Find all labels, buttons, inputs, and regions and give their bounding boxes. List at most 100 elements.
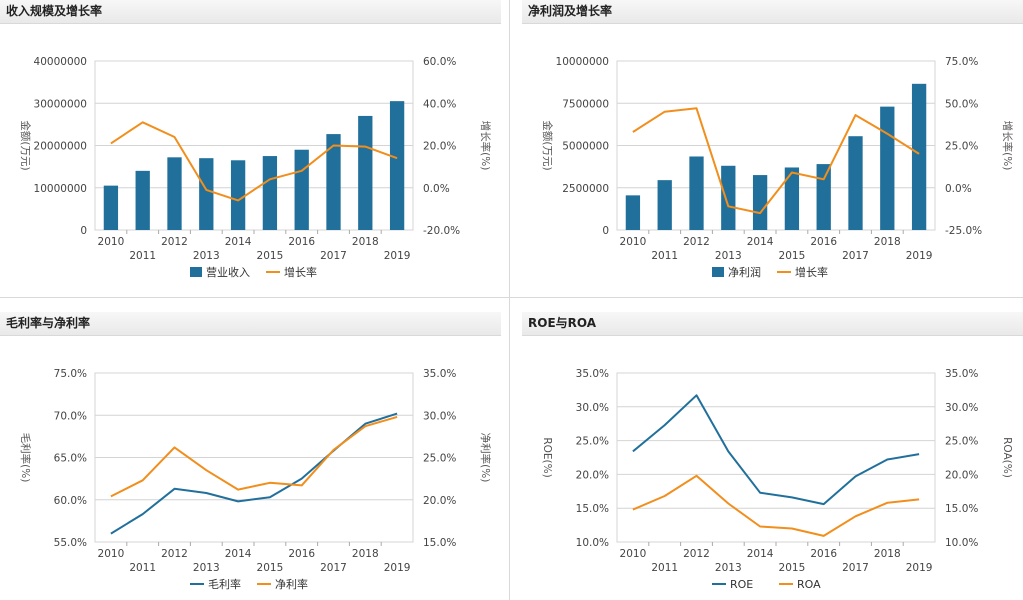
series-line: [632, 394, 920, 506]
left-tick-label: 35.0%: [576, 368, 609, 380]
profit-chart: 0 2500000 5000000 7500000 10000000 -25.0% 0.0%…: [541, 56, 1014, 279]
right-tick-label: 35.0%: [423, 368, 456, 380]
x-tick-label: 2017: [320, 250, 347, 262]
legend-label: ROA: [797, 578, 821, 591]
panel-divider-vertical: [509, 0, 510, 600]
bar: [880, 106, 895, 230]
x-tick-label: 2014: [225, 236, 252, 248]
series-line: [632, 107, 920, 215]
legend-label: 净利润: [728, 265, 761, 279]
margin-chart: 55.0% 60.0% 65.0% 70.0% 75.0% 15.0% 20.0% 25.0%…: [19, 368, 492, 591]
roe-panel-title: ROE与ROA: [522, 312, 1023, 336]
profit-panel-title: 净利润及增长率: [522, 0, 1023, 24]
bar: [135, 170, 150, 230]
right-tick-label: -20.0%: [423, 225, 460, 237]
legend-label: 净利率: [275, 577, 308, 591]
legend-label: 营业收入: [206, 265, 250, 279]
right-tick-label: 25.0%: [423, 453, 456, 465]
bar: [752, 175, 768, 230]
legend-swatch: [712, 267, 724, 277]
right-axis-label: ROA(%): [1001, 437, 1013, 478]
right-tick-label: 75.0%: [945, 56, 978, 68]
left-tick-label: 20.0%: [576, 469, 609, 481]
bar: [262, 156, 278, 230]
x-tick-label: 2018: [874, 236, 901, 248]
series-line: [110, 415, 398, 498]
left-tick-label: 2500000: [562, 183, 609, 195]
right-tick-label: 35.0%: [945, 368, 978, 380]
right-tick-label: 30.0%: [945, 402, 978, 414]
plot-frame: [616, 372, 936, 543]
x-tick-label: 2016: [810, 236, 837, 248]
bar: [294, 149, 309, 230]
x-tick-label: 2018: [874, 548, 901, 560]
revenue-panel-title: 收入规模及增长率: [0, 0, 501, 24]
right-tick-label: -25.0%: [945, 225, 982, 237]
left-tick-label: 40000000: [34, 56, 87, 68]
right-tick-label: 30.0%: [423, 410, 456, 422]
series-line: [632, 474, 920, 537]
x-tick-label: 2010: [98, 548, 125, 560]
x-tick-label: 2019: [384, 562, 411, 574]
x-tick-label: 2018: [352, 548, 379, 560]
left-tick-label: 25.0%: [576, 436, 609, 448]
left-tick-label: 15.0%: [576, 503, 609, 515]
legend-swatch: [190, 267, 202, 277]
x-tick-label: 2010: [98, 236, 125, 248]
bar: [625, 195, 641, 230]
x-tick-label: 2011: [129, 250, 156, 262]
margin-panel: 毛利率与净利率 55.0% 60.0% 65.0% 70.0% 75.0% 15.0% 20…: [0, 312, 501, 600]
left-tick-label: 60.0%: [54, 495, 87, 507]
x-tick-label: 2013: [193, 250, 220, 262]
left-tick-label: 0: [602, 225, 609, 237]
right-tick-label: 20.0%: [945, 469, 978, 481]
bar: [848, 136, 863, 230]
x-tick-label: 2012: [683, 236, 710, 248]
left-axis-label: 毛利率(%): [19, 433, 32, 483]
left-tick-label: 20000000: [34, 141, 87, 153]
legend-label: 毛利率: [208, 577, 241, 591]
left-tick-label: 10000000: [34, 183, 87, 195]
right-tick-label: 25.0%: [945, 436, 978, 448]
revenue-panel: 收入规模及增长率 0 10000000 20000000 30000000 400000…: [0, 0, 501, 288]
left-tick-label: 10000000: [556, 56, 609, 68]
legend-label: 增长率: [284, 265, 317, 279]
bar: [816, 164, 831, 230]
right-tick-label: 0.0%: [945, 183, 972, 195]
right-tick-label: 20.0%: [423, 141, 456, 153]
left-tick-label: 0: [80, 225, 87, 237]
right-tick-label: 15.0%: [423, 537, 456, 549]
left-tick-label: 65.0%: [54, 453, 87, 465]
bar: [167, 157, 182, 230]
x-tick-label: 2017: [842, 562, 869, 574]
right-tick-label: 15.0%: [945, 503, 978, 515]
profit-panel: 净利润及增长率 0 2500000 5000000 7500000 10000000 -2…: [522, 0, 1023, 288]
left-tick-label: 70.0%: [54, 410, 87, 422]
series-line: [110, 412, 398, 535]
x-tick-label: 2019: [384, 250, 411, 262]
right-tick-label: 0.0%: [423, 183, 450, 195]
legend-label: 增长率: [795, 265, 828, 279]
bar: [721, 165, 736, 230]
bar: [230, 160, 246, 230]
x-tick-label: 2015: [779, 250, 806, 262]
x-tick-label: 2010: [620, 548, 647, 560]
left-tick-label: 10.0%: [576, 537, 609, 549]
right-tick-label: 10.0%: [945, 537, 978, 549]
left-axis-label: ROE(%): [541, 437, 553, 477]
x-tick-label: 2013: [715, 250, 742, 262]
left-tick-label: 30.0%: [576, 402, 609, 414]
bar: [657, 180, 672, 230]
x-tick-label: 2013: [193, 562, 220, 574]
bar: [103, 185, 119, 230]
left-tick-label: 30000000: [34, 98, 87, 110]
x-tick-label: 2019: [906, 250, 933, 262]
x-tick-label: 2011: [651, 250, 678, 262]
x-tick-label: 2016: [810, 548, 837, 560]
left-tick-label: 75.0%: [54, 368, 87, 380]
left-axis-label: 金额(万元): [19, 120, 32, 170]
right-axis-label: 净利率(%): [479, 433, 492, 483]
bar: [199, 158, 214, 230]
x-tick-label: 2017: [842, 250, 869, 262]
x-tick-label: 2016: [288, 236, 315, 248]
